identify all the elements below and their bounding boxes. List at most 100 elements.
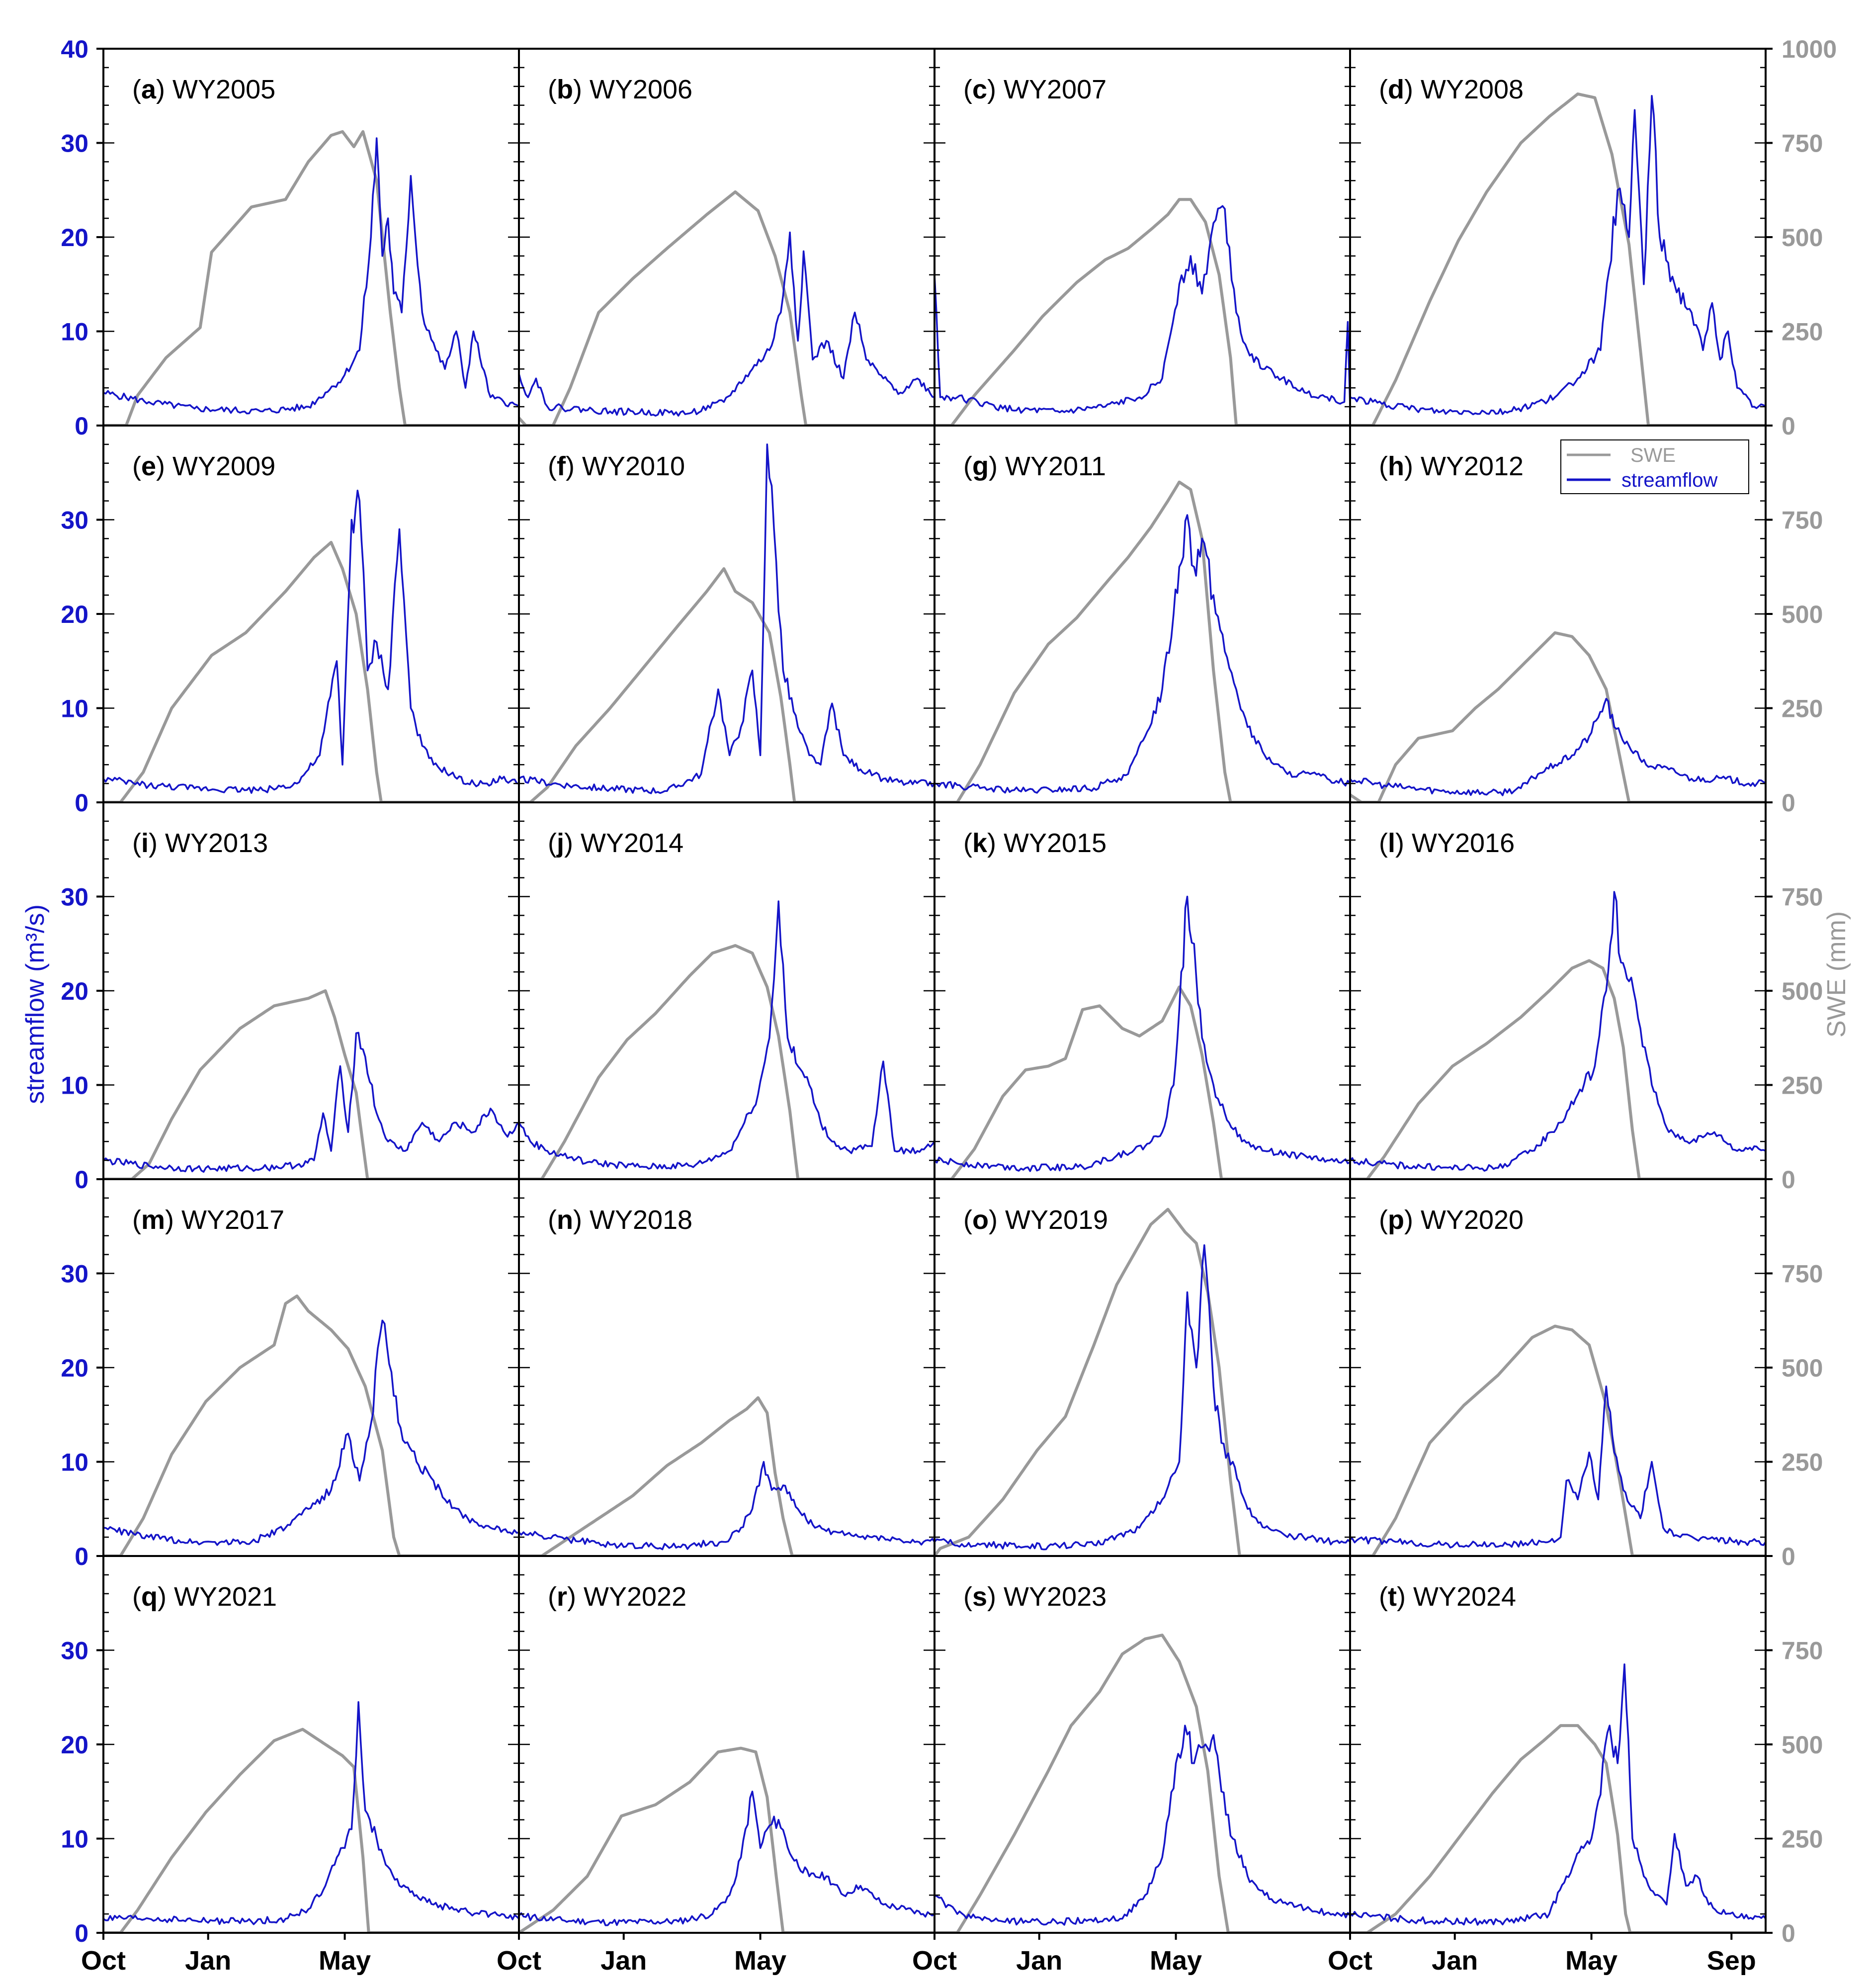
right-axis-tick-label: 750	[1782, 883, 1823, 911]
left-axis-tick-label: 0	[75, 789, 88, 817]
streamflow-line-k	[935, 895, 1350, 1172]
left-axis-tick-label: 0	[75, 1919, 88, 1947]
panel-title-t: (t) WY2024	[1379, 1582, 1516, 1612]
streamflow-line-s	[935, 1725, 1350, 1926]
panel-title-f: (f) WY2010	[548, 451, 685, 481]
left-axis-tick-label: 10	[61, 1449, 88, 1476]
right-axis-tick-label: 750	[1782, 130, 1823, 158]
panel-title-i: (i) WY2013	[132, 828, 268, 858]
panel-title-r: (r) WY2022	[548, 1582, 686, 1612]
right-axis-tick-label: 500	[1782, 1354, 1823, 1382]
panel-s: (s) WY2023	[934, 1555, 1351, 1934]
streamflow-line-g	[935, 514, 1350, 794]
left-axis-label: streamflow (m³/s)	[21, 904, 50, 1104]
panel-title-q: (q) WY2021	[132, 1582, 277, 1612]
streamflow-line-p	[1350, 1385, 1766, 1549]
left-axis-tick-label: 10	[61, 695, 88, 723]
left-axis-tick-label: 20	[61, 1731, 88, 1759]
right-axis-tick-label: 250	[1782, 318, 1823, 346]
panel-h: (h) WY2012	[1349, 425, 1767, 803]
panel-title-e: (e) WY2009	[132, 451, 275, 481]
streamflow-line-l	[1350, 891, 1766, 1172]
left-axis-tick-label: 20	[61, 224, 88, 252]
streamflow-line-d	[1350, 95, 1766, 416]
x-axis-tick-label: Sep	[1707, 1946, 1756, 1976]
streamflow-line-h	[1350, 697, 1766, 796]
left-axis-tick-label: 10	[61, 1825, 88, 1853]
panel-title-s: (s) WY2023	[963, 1582, 1106, 1612]
panel-title-m: (m) WY2017	[132, 1205, 284, 1235]
left-axis-tick-label: 30	[61, 1260, 88, 1288]
panel-o: (o) WY2019	[934, 1178, 1351, 1557]
left-axis-tick-label: 10	[61, 318, 88, 346]
streamflow-line-c	[935, 205, 1350, 414]
x-axis-tick-label: Oct	[912, 1946, 957, 1976]
left-axis-tick-label: 10	[61, 1072, 88, 1100]
legend-swe-label: SWE	[1630, 444, 1676, 466]
right-axis-tick-label: 0	[1782, 1543, 1795, 1570]
panel-title-h: (h) WY2012	[1379, 451, 1524, 481]
right-axis: 0 250 500 750 1000 0 250 500 750 0 250 500 750 0 250 50…	[1766, 35, 1837, 1947]
x-axis-tick-label: Oct	[81, 1946, 126, 1976]
panel-title-k: (k) WY2015	[963, 828, 1106, 858]
streamflow-line-a	[103, 137, 519, 415]
left-axis-tick-label: 20	[61, 601, 88, 628]
panel-title-o: (o) WY2019	[963, 1205, 1108, 1235]
panel-title-c: (c) WY2007	[963, 75, 1106, 104]
left-axis-tick-label: 20	[61, 1354, 88, 1382]
x-axis-tick-label: May	[1565, 1946, 1617, 1976]
legend-streamflow-label: streamflow	[1621, 469, 1717, 491]
left-axis-tick-label: 0	[75, 1166, 88, 1194]
right-axis-tick-label: 250	[1782, 1825, 1823, 1853]
right-axis-tick-label: 750	[1782, 1637, 1823, 1665]
right-axis-tick-label: 0	[1782, 412, 1795, 440]
left-axis-tick-label: 30	[61, 130, 88, 158]
right-axis-tick-label: 750	[1782, 507, 1823, 534]
x-axis-tick-label: May	[319, 1946, 371, 1976]
right-axis-tick-label: 0	[1782, 1166, 1795, 1194]
x-axis-tick-label: Oct	[497, 1946, 541, 1976]
panel-title-d: (d) WY2008	[1379, 75, 1524, 104]
right-axis-tick-label: 0	[1782, 789, 1795, 817]
right-axis-tick-label: 500	[1782, 977, 1823, 1005]
streamflow-line-r	[519, 1791, 935, 1926]
right-axis-tick-label: 500	[1782, 224, 1823, 252]
right-axis-tick-label: 500	[1782, 601, 1823, 628]
streamflow-line-n	[519, 1461, 935, 1551]
x-axis-tick-label: Oct	[1328, 1946, 1372, 1976]
panel-c: (c) WY2007	[934, 48, 1351, 427]
left-axis-tick-label: 30	[61, 883, 88, 911]
left-axis: 0 10 20 30 40 0 10 20 30 0 10 20 30 0 10 20 30 0 10 20 30	[61, 35, 103, 1947]
x-axis-tick-label: Jan	[600, 1946, 647, 1976]
right-axis-tick-label: 250	[1782, 695, 1823, 723]
legend-box	[1560, 439, 1749, 494]
left-axis-tick-label: 20	[61, 977, 88, 1005]
panel-title-p: (p) WY2020	[1379, 1205, 1524, 1235]
left-axis-tick-label: 40	[61, 35, 88, 63]
left-axis-tick-label: 0	[75, 412, 88, 440]
panel-title-b: (b) WY2006	[548, 75, 692, 104]
left-axis-tick-label: 30	[61, 1637, 88, 1665]
streamflow-line-m	[103, 1319, 519, 1546]
panel-title-n: (n) WY2018	[548, 1205, 692, 1235]
panel-title-j: (j) WY2014	[548, 828, 683, 858]
right-axis-tick-label: 500	[1782, 1731, 1823, 1759]
streamflow-line-b	[519, 231, 935, 417]
right-axis-tick-label: 1000	[1782, 35, 1837, 63]
panel-r: (r) WY2022	[518, 1555, 936, 1934]
streamflow-line-i	[103, 1032, 519, 1173]
x-axis: Oct Jan May Oct Jan May Oct Jan May Oct Jan May Sep	[81, 1933, 1756, 1976]
right-axis-tick-label: 0	[1782, 1919, 1795, 1947]
panel-title-a: (a) WY2005	[132, 75, 275, 104]
x-axis-tick-label: Jan	[1432, 1946, 1478, 1976]
streamflow-line-t	[1350, 1663, 1766, 1926]
x-axis-tick-label: Jan	[1016, 1946, 1062, 1976]
left-axis-tick-label: 30	[61, 507, 88, 534]
panel-b: (b) WY2006	[518, 48, 936, 427]
panel-title-g: (g) WY2011	[963, 451, 1106, 481]
streamflow-line-f	[519, 443, 935, 794]
right-axis-tick-label: 750	[1782, 1260, 1823, 1288]
right-axis-tick-label: 250	[1782, 1072, 1823, 1100]
x-axis-tick-label: Jan	[185, 1946, 231, 1976]
